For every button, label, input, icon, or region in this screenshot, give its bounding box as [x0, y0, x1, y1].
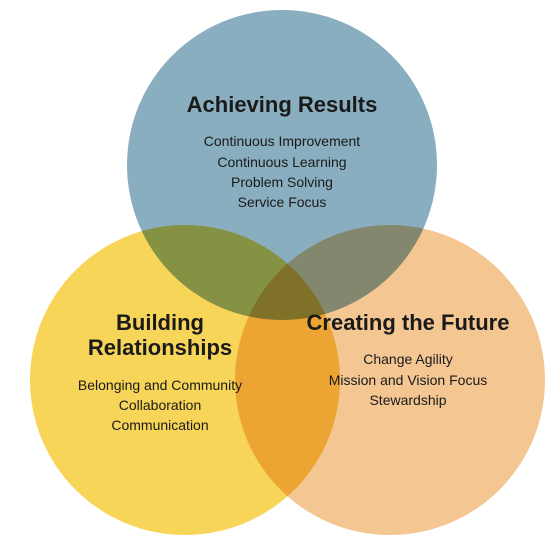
circle-creating-future: [235, 225, 545, 535]
venn-diagram: Achieving Results Continuous Improvement…: [0, 0, 560, 560]
